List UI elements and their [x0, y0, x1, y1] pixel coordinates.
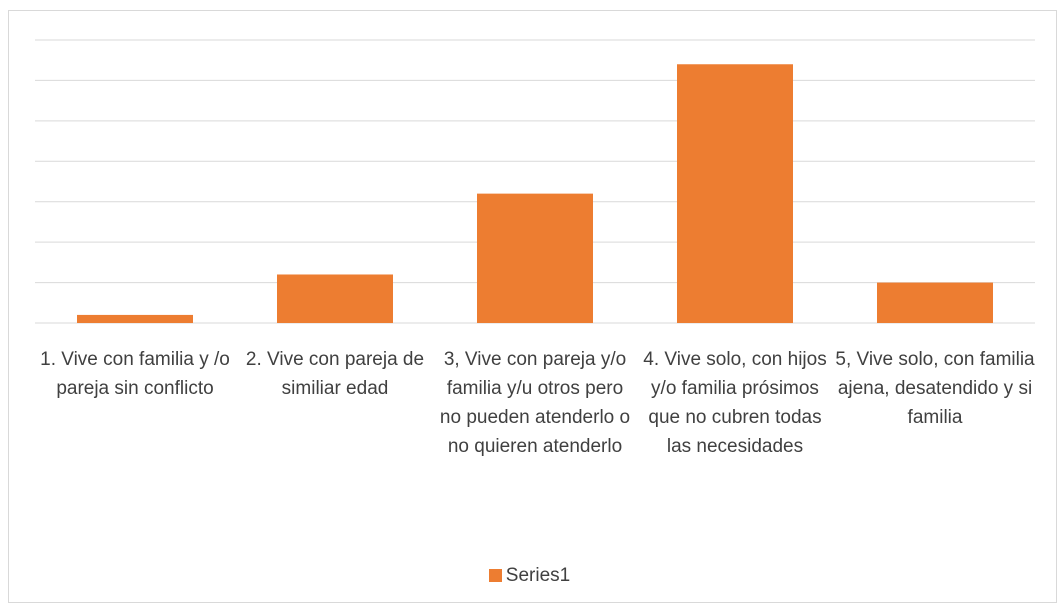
bar	[677, 64, 793, 323]
legend-label: Series1	[505, 565, 571, 586]
x-tick-label: 1. Vive con familia y /o pareja sin conf…	[40, 349, 230, 399]
legend-swatch	[488, 569, 502, 582]
x-tick-label: 4. Vive solo, con hijos y/o familia prós…	[643, 349, 827, 457]
x-tick-label: 3, Vive con pareja y/o familia y/u otros…	[439, 349, 631, 457]
bar	[877, 282, 993, 323]
bar	[477, 193, 593, 323]
bar	[77, 314, 193, 323]
x-tick-label: 5, Vive solo, con familia ajena, desaten…	[835, 349, 1035, 428]
bar	[277, 274, 393, 323]
chart-frame	[8, 10, 1057, 603]
x-tick-label: 2. Vive con pareja de similiar edad	[245, 349, 425, 399]
legend: Series1	[0, 565, 1059, 587]
